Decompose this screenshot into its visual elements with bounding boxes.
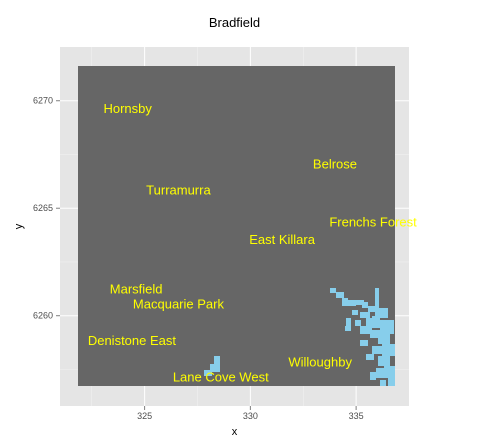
water-cell [330,288,336,293]
water-cell [378,334,390,344]
water-cell [360,326,372,334]
water-cell [214,356,220,366]
water-cell [360,312,370,318]
suburb-label: Belrose [313,157,357,172]
x-axis-title: x [232,426,238,438]
water-cell [342,298,348,306]
water-cell [210,364,220,372]
water-cell [366,318,374,326]
suburb-label: Marsfield [110,281,163,296]
water-cell [362,302,368,308]
water-cell [348,300,356,306]
x-tick-label: 325 [137,411,152,421]
water-cell [368,306,376,312]
water-cell [204,370,212,376]
water-cell [370,330,380,338]
water-cell [380,320,394,334]
x-tick-label: 330 [243,411,258,421]
water-cell [366,354,374,360]
water-cells [204,288,395,386]
water-cell [372,346,382,354]
water-cell [372,316,380,328]
water-cell [376,368,384,378]
suburb-label: East Killara [249,232,316,247]
water-cell [370,372,376,380]
y-axis: 6260 6265 6270 [33,96,60,321]
suburb-labels: Hornsby Belrose Turramurra Frenchs Forest Ea… [88,101,417,385]
raster-surface [78,66,395,386]
water-cell [345,326,351,331]
suburb-label: Macquarie Park [133,296,225,311]
water-cell [378,356,390,366]
suburb-label: Lane Cove West [173,369,269,384]
x-axis: 325 330 335 [137,406,364,421]
water-cell [336,292,344,298]
x-tick-label: 335 [349,411,364,421]
water-cell [352,310,358,315]
water-cell [378,308,388,318]
water-cell [384,366,395,378]
suburb-label: Willoughby [288,354,352,369]
water-cell [355,320,361,326]
water-cell [388,378,395,386]
suburb-label: Frenchs Forest [329,215,417,230]
water-cell [360,340,368,346]
water-cell [382,344,395,356]
suburb-label: Denistone East [88,333,177,348]
water-cell [356,300,364,305]
suburb-label: Turramurra [146,182,211,197]
water-cell [346,318,351,326]
suburb-label: Hornsby [103,101,152,116]
y-tick-label: 6270 [33,96,53,106]
y-tick-label: 6260 [33,311,53,321]
y-tick-label: 6265 [33,203,53,213]
water-cell [375,288,379,318]
water-cell [380,380,386,386]
y-axis-title: y [13,223,25,229]
chart-title: Bradfield [209,15,260,30]
